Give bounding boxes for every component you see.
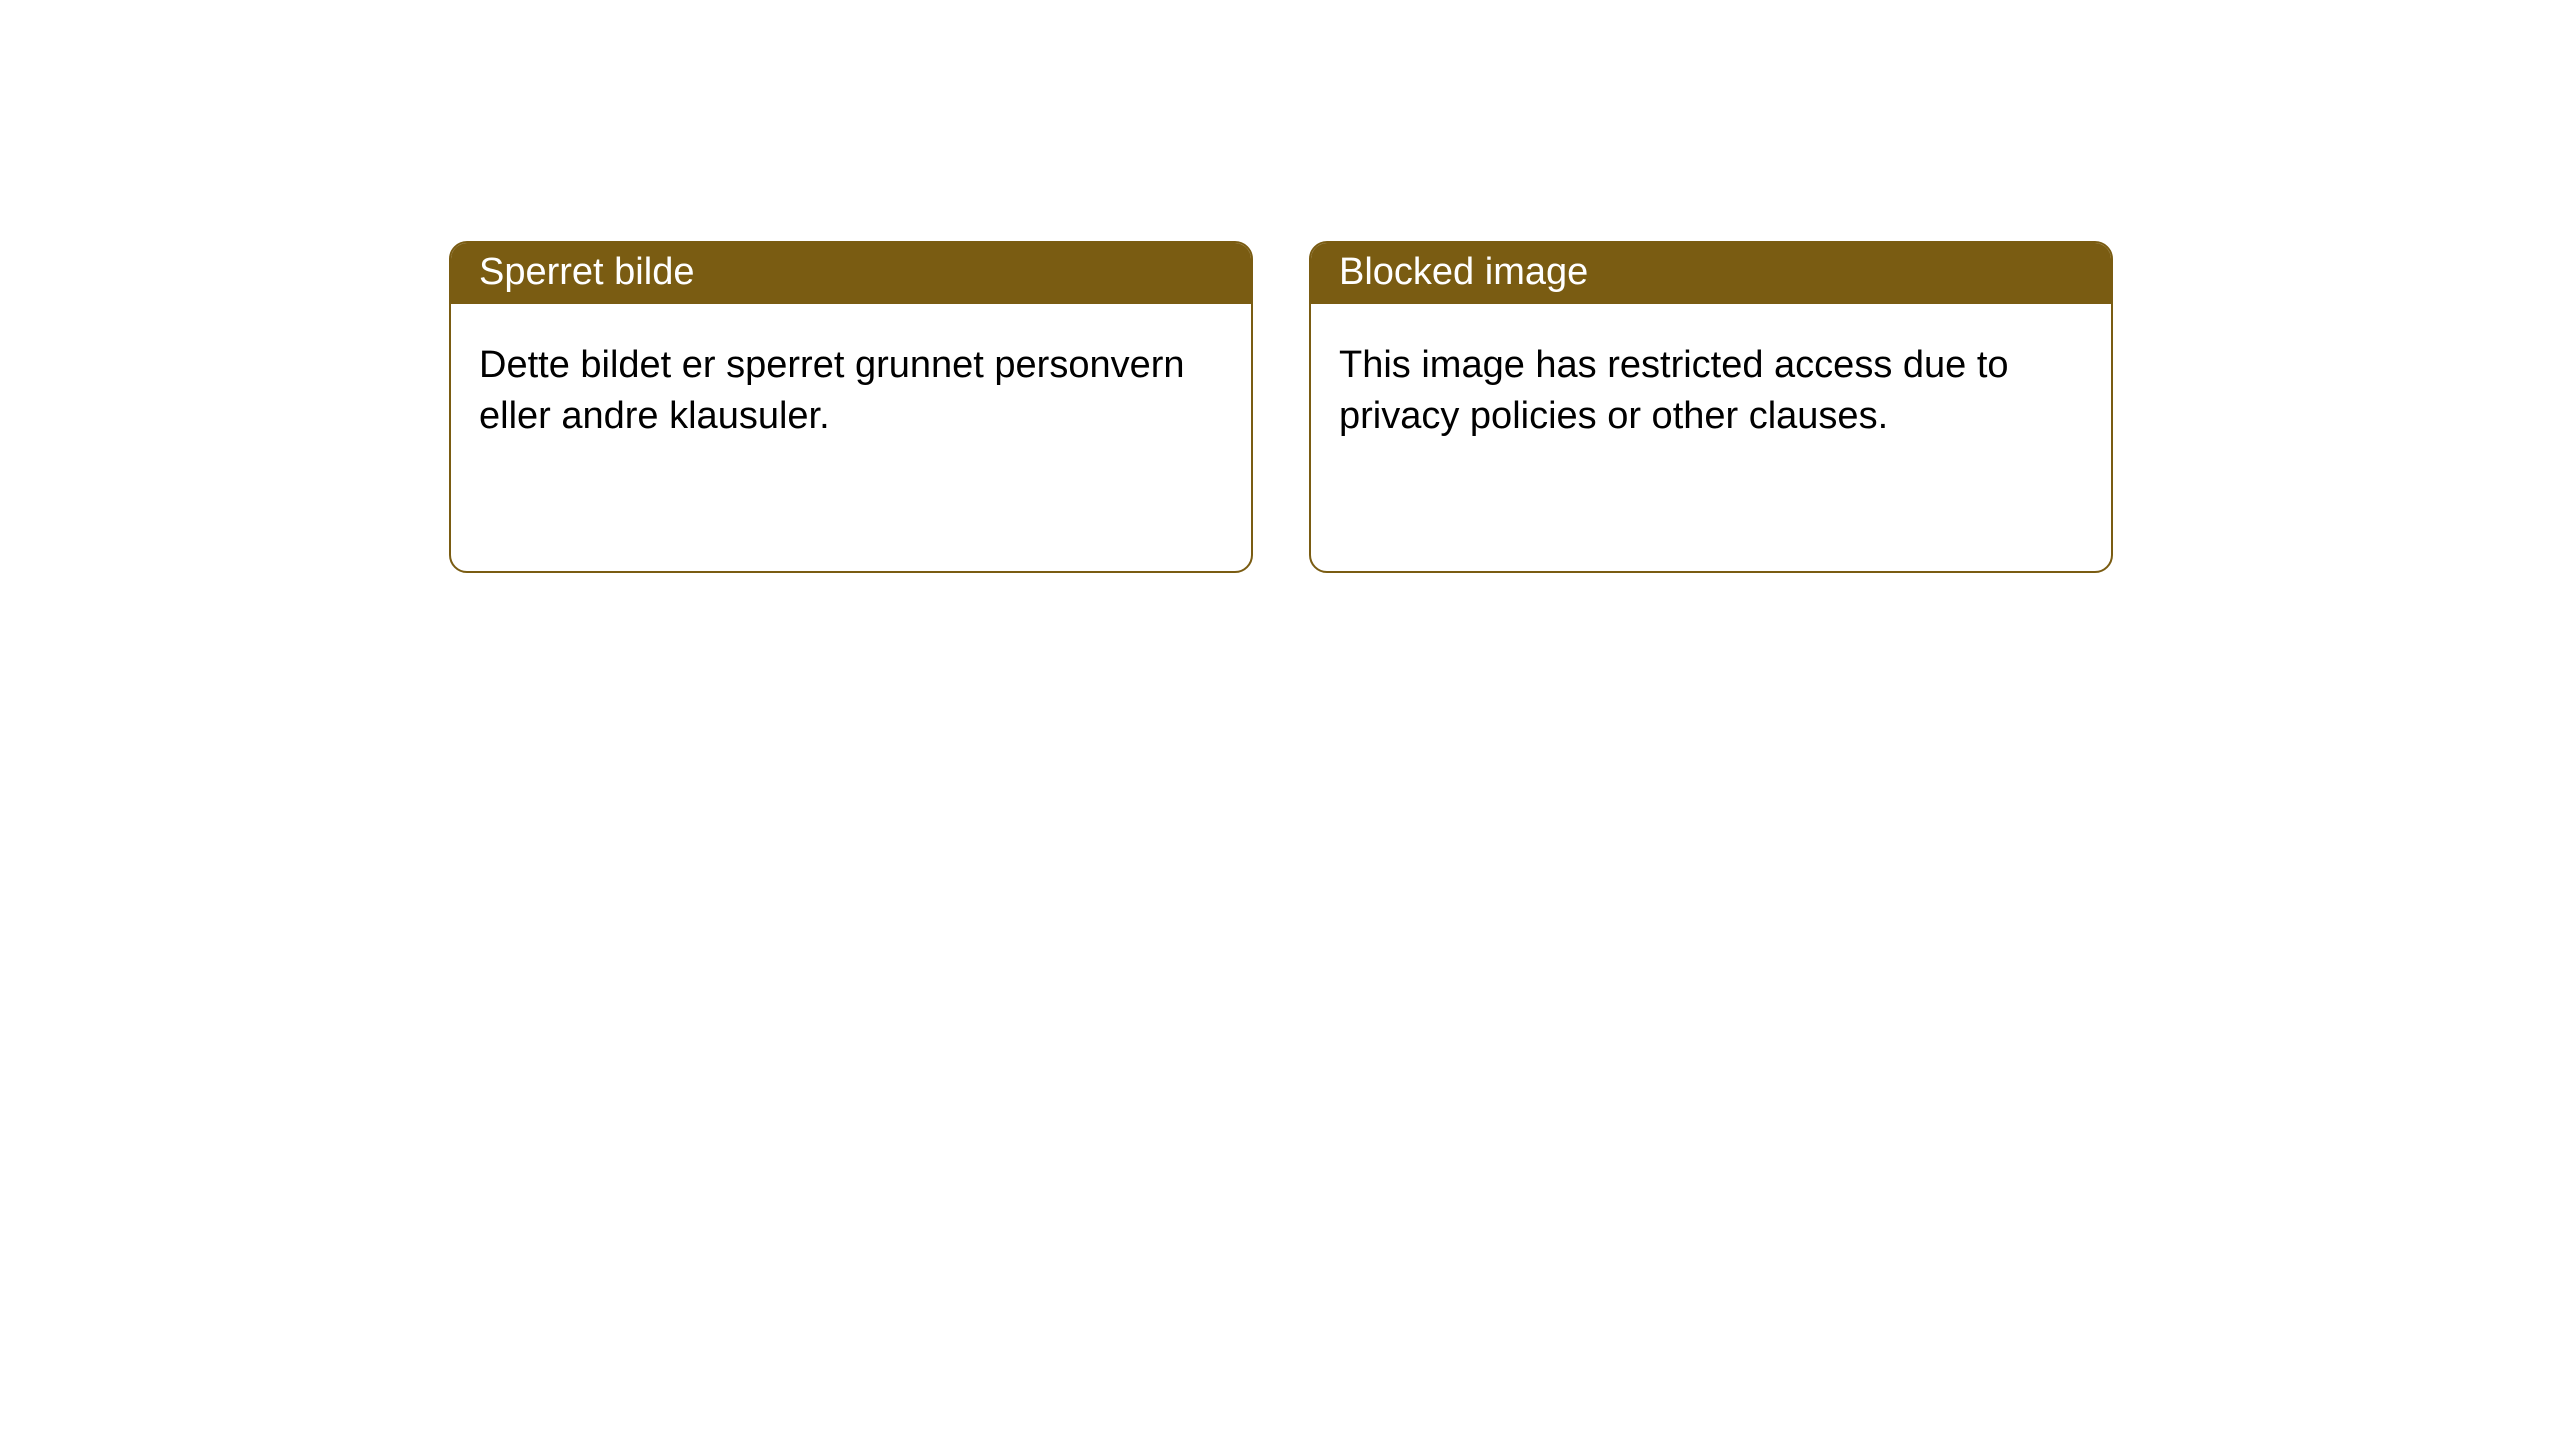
- notice-header-text: Blocked image: [1339, 251, 1588, 293]
- notice-body-text: This image has restricted access due to …: [1339, 344, 2009, 437]
- notice-body: Dette bildet er sperret grunnet personve…: [451, 304, 1251, 479]
- notice-header: Sperret bilde: [451, 243, 1251, 304]
- notice-body: This image has restricted access due to …: [1311, 304, 2111, 479]
- notice-card-norwegian: Sperret bilde Dette bildet er sperret gr…: [449, 241, 1253, 573]
- notice-card-english: Blocked image This image has restricted …: [1309, 241, 2113, 573]
- notice-body-text: Dette bildet er sperret grunnet personve…: [479, 344, 1185, 437]
- notice-container: Sperret bilde Dette bildet er sperret gr…: [0, 0, 2560, 573]
- notice-header-text: Sperret bilde: [479, 251, 694, 293]
- notice-header: Blocked image: [1311, 243, 2111, 304]
